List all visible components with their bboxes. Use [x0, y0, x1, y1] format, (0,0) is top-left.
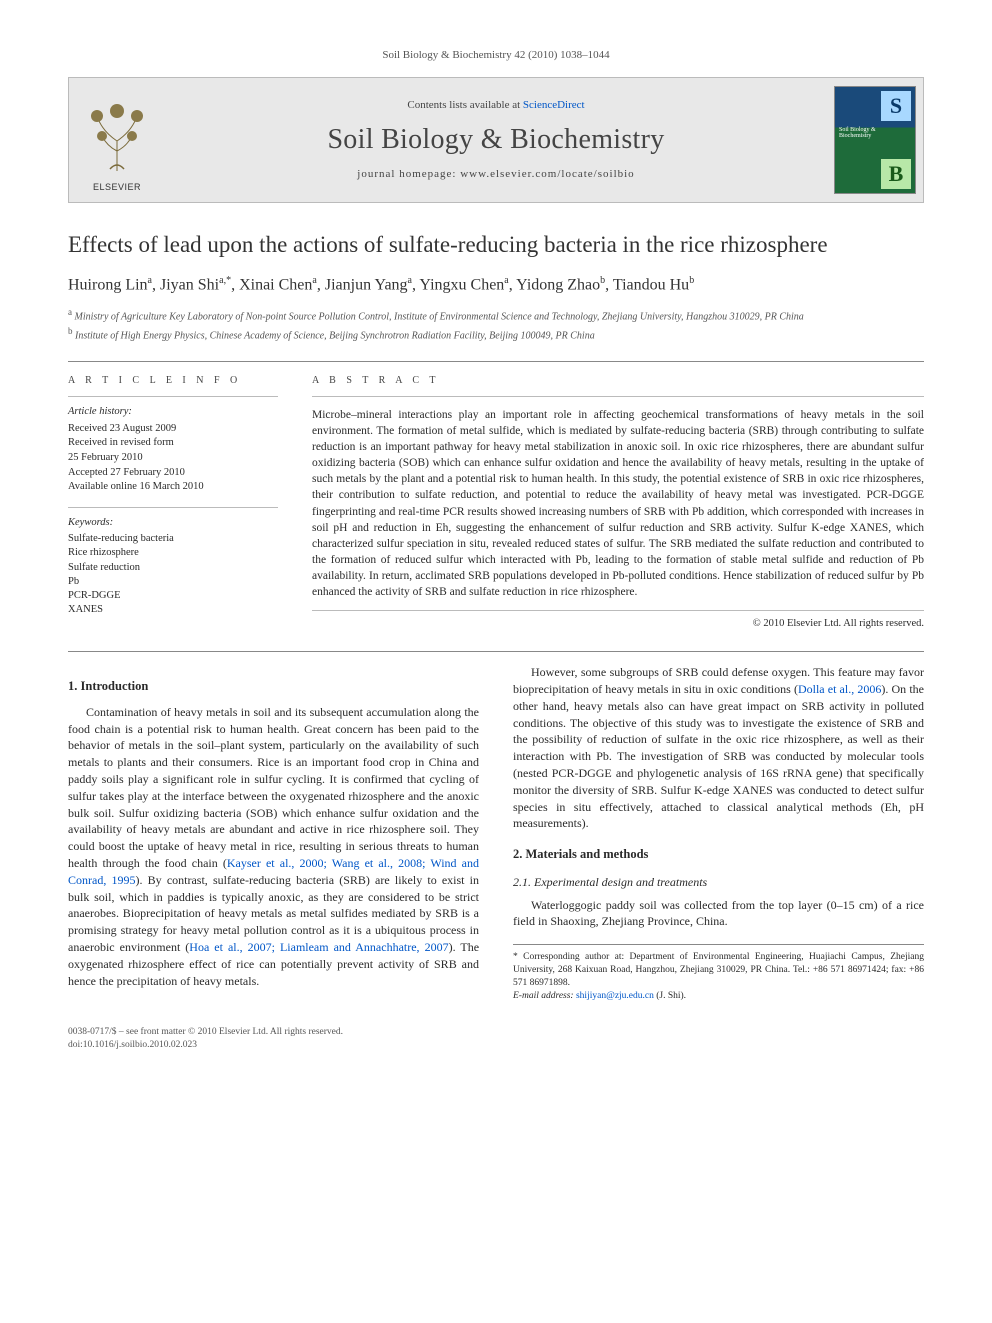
- keyword: Sulfate-reducing bacteria: [68, 532, 278, 546]
- author-list: Huirong Lina, Jiyan Shia,*, Xinai Chena,…: [68, 274, 924, 296]
- cover-mini-title: Soil Biology &Biochemistry: [839, 127, 876, 140]
- affiliations: a Ministry of Agriculture Key Laboratory…: [68, 306, 924, 344]
- citation-header: Soil Biology & Biochemistry 42 (2010) 10…: [68, 48, 924, 63]
- abstract-heading: A B S T R A C T: [312, 374, 924, 388]
- cover-s-icon: S: [881, 91, 911, 121]
- history-line: Received in revised form: [68, 436, 278, 451]
- history-line: Available online 16 March 2010: [68, 480, 278, 495]
- keyword: Sulfate reduction: [68, 561, 278, 575]
- history-line: 25 February 2010: [68, 451, 278, 466]
- citation-link[interactable]: Hoa et al., 2007; Liamleam and Annachhat…: [189, 940, 448, 954]
- contents-prefix: Contents lists available at: [407, 99, 522, 111]
- front-matter-line: 0038-0717/$ – see front matter © 2010 El…: [68, 1026, 343, 1039]
- corresponding-author-note: * Corresponding author at: Department of…: [513, 951, 924, 989]
- article-info-heading: A R T I C L E I N F O: [68, 374, 278, 388]
- article-history: Article history: Received 23 August 2009…: [68, 396, 278, 495]
- keyword: PCR-DGGE: [68, 589, 278, 603]
- keyword: XANES: [68, 603, 278, 617]
- materials-subheading: 2.1. Experimental design and treatments: [513, 874, 924, 891]
- journal-title: Soil Biology & Biochemistry: [327, 121, 664, 159]
- article-title: Effects of lead upon the actions of sulf…: [68, 229, 924, 260]
- email-line: E-mail address: shijiyan@zju.edu.cn (J. …: [513, 990, 924, 1003]
- doi-line: doi:10.1016/j.soilbio.2010.02.023: [68, 1039, 343, 1052]
- intro-paragraph: However, some subgroups of SRB could def…: [513, 664, 924, 832]
- citation-link[interactable]: Dolla et al., 2006: [798, 682, 881, 696]
- publisher-name: ELSEVIER: [82, 181, 152, 193]
- journal-banner: ELSEVIER Contents lists available at Sci…: [68, 77, 924, 203]
- elsevier-tree-icon: ELSEVIER: [82, 101, 152, 179]
- history-label: Article history:: [68, 405, 278, 420]
- intro-heading: 1. Introduction: [68, 678, 479, 696]
- abstract-text: Microbe–mineral interactions play an imp…: [312, 396, 924, 611]
- intro-paragraph: Contamination of heavy metals in soil an…: [68, 704, 479, 990]
- keywords-label: Keywords:: [68, 516, 278, 530]
- body-columns: 1. Introduction Contamination of heavy m…: [68, 664, 924, 1002]
- journal-cover-thumb: S B Soil Biology &Biochemistry: [827, 78, 923, 202]
- keyword: Rice rhizosphere: [68, 546, 278, 560]
- history-line: Accepted 27 February 2010: [68, 466, 278, 481]
- materials-paragraph: Waterloggogic paddy soil was collected f…: [513, 897, 924, 931]
- keywords-block: Keywords: Sulfate-reducing bacteria Rice…: [68, 507, 278, 617]
- section-rule: [68, 651, 924, 652]
- materials-heading: 2. Materials and methods: [513, 846, 924, 864]
- contents-available-line: Contents lists available at ScienceDirec…: [407, 98, 584, 113]
- affiliation-b: Institute of High Energy Physics, Chines…: [75, 330, 595, 341]
- footnotes: * Corresponding author at: Department of…: [513, 944, 924, 1002]
- keyword: Pb: [68, 575, 278, 589]
- history-line: Received 23 August 2009: [68, 422, 278, 437]
- page-footer: 0038-0717/$ – see front matter © 2010 El…: [68, 1026, 924, 1052]
- email-link[interactable]: shijiyan@zju.edu.cn: [576, 991, 654, 1001]
- cover-b-icon: B: [881, 159, 911, 189]
- section-rule: [68, 361, 924, 362]
- journal-homepage: journal homepage: www.elsevier.com/locat…: [357, 167, 634, 182]
- abstract-copyright: © 2010 Elsevier Ltd. All rights reserved…: [312, 617, 924, 631]
- sciencedirect-link[interactable]: ScienceDirect: [523, 99, 585, 111]
- publisher-logo: ELSEVIER: [69, 78, 165, 202]
- affiliation-a: Ministry of Agriculture Key Laboratory o…: [75, 311, 804, 322]
